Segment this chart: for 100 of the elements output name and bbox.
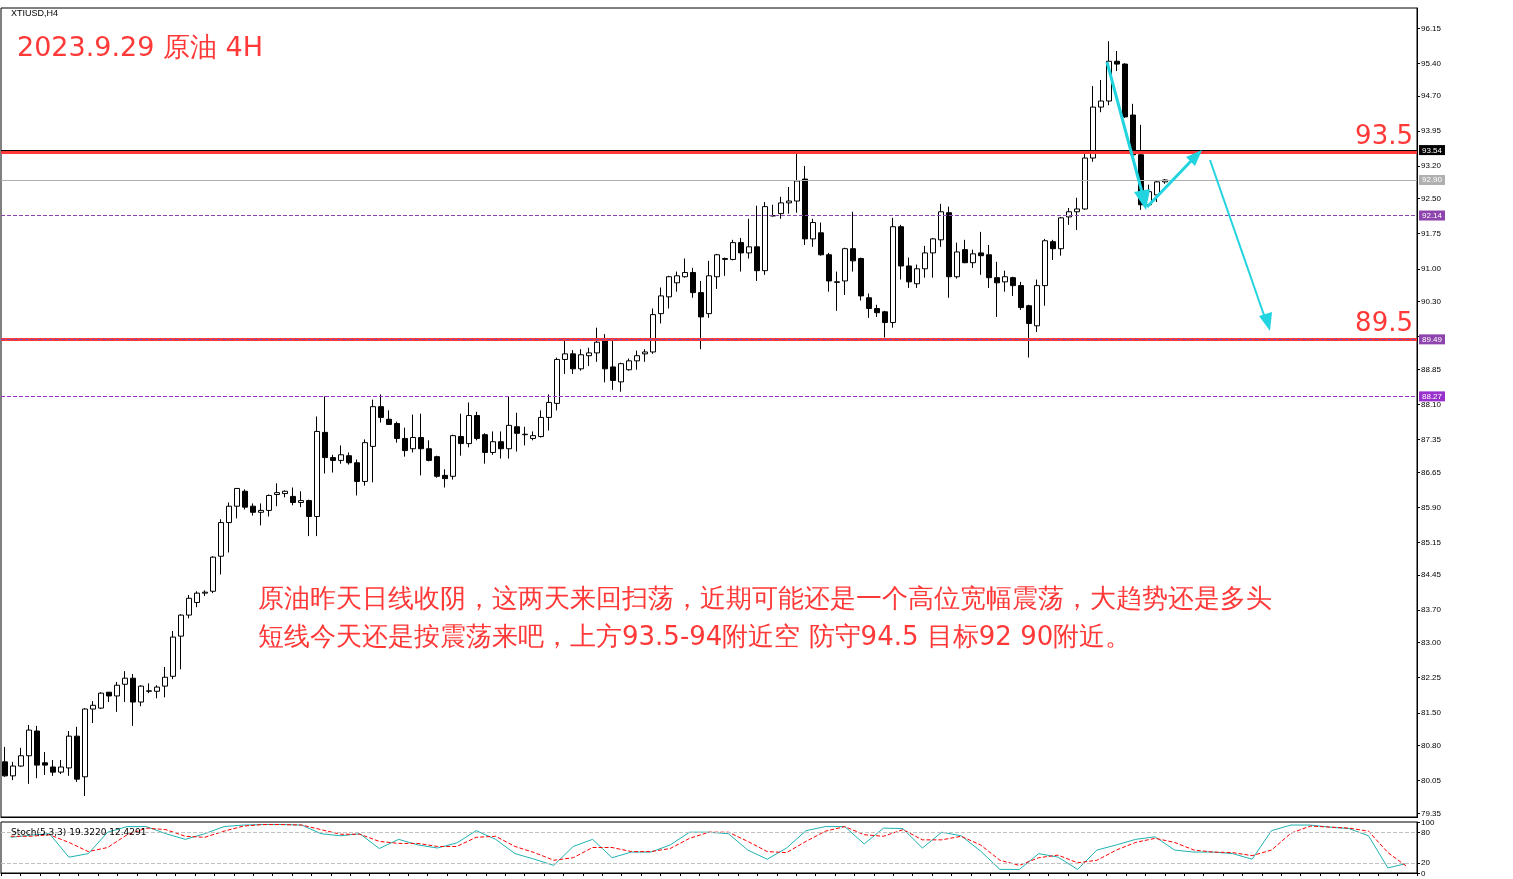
candlestick	[18, 747, 24, 768]
candlestick	[26, 724, 32, 785]
ref-line-label: 89.5	[1355, 306, 1413, 337]
candlestick	[1042, 238, 1048, 307]
candlestick	[666, 275, 672, 310]
candlestick	[754, 205, 760, 282]
y-tick-label: 93.20	[1421, 161, 1442, 171]
candlestick	[386, 409, 392, 426]
candlestick	[938, 203, 944, 248]
candlestick	[826, 252, 832, 293]
candlestick	[514, 412, 520, 453]
ref-line-label: 93.54	[1422, 145, 1443, 155]
candlestick	[1114, 50, 1120, 72]
candlestick	[1066, 207, 1072, 226]
y-tick-label: 85.15	[1421, 537, 1442, 547]
candlestick	[546, 394, 552, 431]
candlestick	[818, 222, 824, 257]
candlestick	[698, 280, 704, 350]
ref-line-label: 89.49	[1422, 334, 1443, 344]
candlestick	[842, 247, 848, 296]
candlestick	[410, 414, 416, 453]
y-tick-label: 93.95	[1421, 126, 1442, 136]
candlestick	[554, 357, 560, 411]
y-tick-label: 91.00	[1421, 264, 1442, 274]
candlestick	[378, 394, 384, 424]
candlestick	[1026, 304, 1032, 359]
candlestick	[154, 684, 160, 699]
candlestick	[682, 258, 688, 279]
candlestick	[82, 707, 88, 797]
y-tick-label: 91.75	[1421, 229, 1442, 239]
candlestick	[146, 682, 152, 694]
candlestick	[570, 349, 576, 375]
candlestick	[34, 725, 40, 779]
candlestick	[490, 430, 496, 456]
candlestick	[10, 761, 16, 781]
candlestick	[426, 439, 432, 462]
y-tick-label: 92.50	[1421, 194, 1442, 204]
annotation: 原油昨天日线收阴，这两天来回扫荡，近期可能还是一个高位宽幅震荡，大趋势还是多头	[258, 583, 1272, 613]
y-tick-label: 80.80	[1421, 740, 1442, 750]
candlestick	[1034, 279, 1040, 333]
candlestick	[1010, 276, 1016, 297]
candlestick	[626, 358, 632, 372]
candlestick	[330, 454, 336, 474]
candlestick	[498, 430, 504, 460]
candlestick	[458, 413, 464, 457]
candlestick	[402, 427, 408, 458]
candlestick	[586, 347, 592, 367]
candlestick	[314, 415, 320, 537]
candlestick	[978, 231, 984, 276]
y-tick-label: 83.00	[1421, 638, 1442, 648]
candlestick	[274, 482, 280, 507]
candlestick	[322, 395, 328, 474]
candlestick	[90, 700, 96, 724]
candlestick	[866, 293, 872, 319]
y-tick-label: 80	[1421, 827, 1431, 837]
text: 2023.9.29 原油 4H	[17, 31, 264, 62]
candlestick	[914, 264, 920, 289]
candlestick	[106, 691, 112, 703]
candlestick	[730, 239, 736, 261]
candlestick	[642, 348, 648, 363]
y-tick-label: 84.45	[1421, 570, 1442, 580]
candlestick	[186, 594, 192, 619]
candlestick	[634, 350, 640, 371]
candlestick	[258, 502, 264, 526]
annotation: 短线今天还是按震荡来吧，上方93.5-94附近空 防守94.5 目标92 90附近。	[258, 621, 1132, 651]
ref-line-label: 88.27	[1422, 391, 1443, 401]
candlestick	[1154, 180, 1160, 203]
candlestick	[1018, 281, 1024, 311]
candlestick	[466, 401, 472, 448]
y-tick-label: 90.30	[1421, 297, 1442, 306]
candlestick	[130, 673, 136, 727]
candlestick	[98, 691, 104, 710]
candlestick	[218, 518, 224, 575]
candlestick	[602, 333, 608, 383]
y-tick-label: 85.90	[1421, 502, 1442, 512]
y-tick-label: 88.10	[1421, 399, 1442, 409]
candlestick	[778, 196, 784, 220]
ref-line-label: 92.90	[1422, 175, 1443, 185]
candlestick	[922, 245, 928, 279]
candlestick	[522, 426, 528, 446]
candlestick	[578, 348, 584, 372]
y-tick-label: 96.15	[1421, 23, 1442, 33]
candlestick	[66, 730, 72, 777]
candlestick	[986, 244, 992, 289]
candlestick	[810, 218, 816, 248]
candlestick	[210, 555, 216, 594]
candlestick	[954, 242, 960, 280]
candlestick	[50, 759, 56, 777]
candlestick	[450, 434, 456, 481]
candlestick	[722, 257, 728, 277]
candlestick	[1082, 152, 1088, 211]
candlestick	[162, 666, 168, 698]
candlestick	[674, 271, 680, 293]
ref-line-label: 93.5	[1355, 119, 1413, 150]
candlestick	[858, 257, 864, 302]
candlestick	[1002, 270, 1008, 293]
y-tick-label: 94.70	[1421, 91, 1442, 101]
candlestick	[618, 362, 624, 393]
candlestick	[114, 681, 120, 713]
candlestick	[946, 206, 952, 299]
